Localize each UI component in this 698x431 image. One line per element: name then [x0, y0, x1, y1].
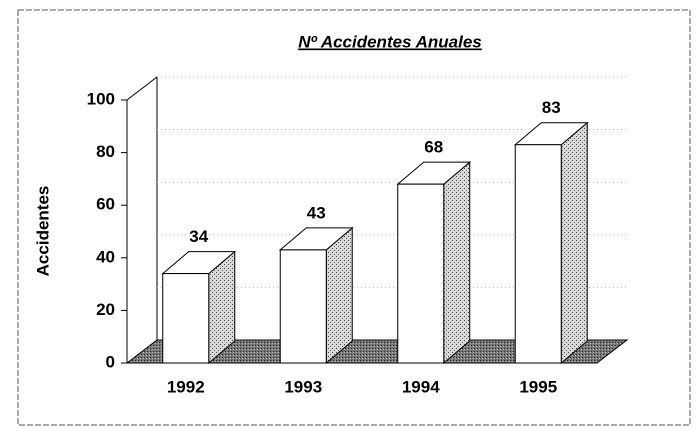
y-tick-label: 100 [87, 89, 115, 108]
x-tick-label: 1993 [284, 377, 322, 396]
data-label: 34 [189, 227, 208, 246]
y-tick-label: 60 [96, 195, 115, 214]
y-tick-label: 0 [106, 352, 115, 371]
frame [17, 9, 691, 426]
bar [162, 273, 210, 364]
x-tick-label: 1995 [519, 377, 557, 396]
bar [397, 183, 445, 364]
bar-side [443, 161, 471, 365]
x-tick-label: 1994 [402, 377, 440, 396]
y-tick-label: 20 [96, 300, 115, 319]
y-axis-label: Accidentes [33, 186, 52, 277]
y-tick-label: 80 [96, 142, 115, 161]
data-label: 83 [542, 98, 561, 117]
left-wall [126, 75, 158, 363]
x-tick-label: 1992 [167, 377, 205, 396]
bar [279, 249, 327, 364]
data-label: 68 [424, 138, 443, 157]
y-tick-label: 40 [96, 247, 115, 266]
bar [514, 144, 562, 364]
bar-side [560, 121, 588, 365]
chart-title: Nº Accidentes Anuales [298, 32, 482, 51]
data-label: 43 [307, 203, 326, 222]
bar-side [325, 226, 353, 365]
